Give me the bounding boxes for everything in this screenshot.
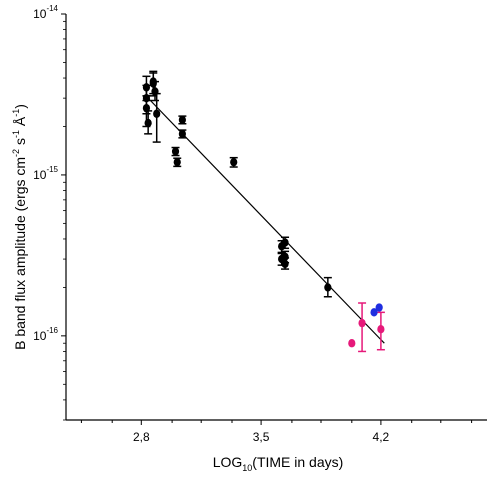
data-point-series-1 bbox=[324, 283, 332, 292]
x-tick-label: 4,2 bbox=[373, 430, 390, 444]
plot-frame bbox=[65, 14, 487, 421]
y-axis-ticks: 10-14 10-15 10-16 bbox=[33, 4, 66, 421]
data-point-series-2 bbox=[377, 324, 385, 334]
data-point-series-1 bbox=[144, 118, 152, 128]
fit-line bbox=[147, 97, 385, 344]
data-point-series-1 bbox=[153, 109, 161, 118]
data-points-layer bbox=[142, 70, 385, 353]
data-point-series-1 bbox=[230, 157, 238, 167]
y-tick-label: 10-14 bbox=[33, 4, 58, 21]
data-point-series-1 bbox=[281, 252, 289, 261]
fit-line-layer bbox=[147, 97, 385, 344]
x-axis-label: LOG10(TIME in days) bbox=[213, 454, 344, 473]
data-point-series-1 bbox=[178, 129, 186, 139]
data-point-series-1 bbox=[281, 259, 289, 269]
data-point-series-1 bbox=[178, 115, 186, 125]
y-tick-label: 10-15 bbox=[33, 165, 58, 182]
data-point-series-1 bbox=[151, 87, 159, 96]
data-point-series-2 bbox=[348, 339, 356, 348]
data-point-series-2 bbox=[358, 318, 366, 328]
y-axis-label: B band flux amplitude (ergs cm-2 s-1 Å-1… bbox=[11, 104, 28, 350]
data-point-series-1 bbox=[171, 147, 180, 156]
data-point-series-1 bbox=[281, 238, 289, 247]
x-axis-ticks: 2,8 3,5 4,2 bbox=[80, 420, 473, 444]
data-point-series-3 bbox=[375, 303, 383, 312]
data-point-series-1 bbox=[149, 79, 157, 88]
y-tick-label: 10-16 bbox=[33, 326, 58, 343]
x-tick-label: 3,5 bbox=[253, 430, 270, 444]
data-point-series-3 bbox=[370, 308, 378, 317]
data-point-series-1 bbox=[173, 157, 181, 167]
x-tick-label: 2,8 bbox=[133, 430, 150, 444]
